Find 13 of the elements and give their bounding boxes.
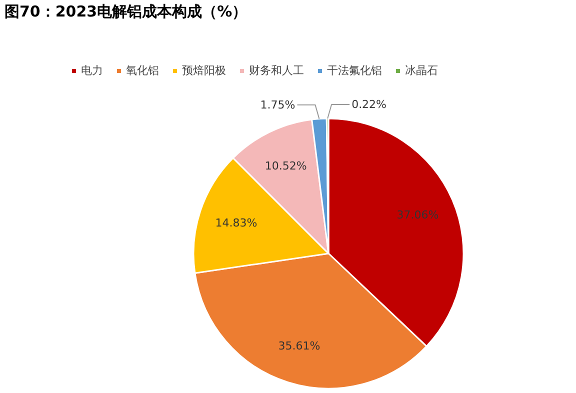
data-label: 10.52% [264,160,307,173]
data-label: 14.83% [215,216,258,230]
data-label: 1.75% [260,98,296,112]
data-label: 37.06% [396,208,439,222]
legend-label: 财务和人工 [249,63,304,78]
data-label: 0.22% [352,98,387,112]
legend-label: 冰晶石 [405,63,438,78]
legend-label: 电力 [81,63,103,78]
legend-label: 干法氟化铝 [327,63,382,78]
data-label: 35.61% [278,340,320,353]
legend-label: 氧化铝 [126,63,159,78]
chart-title: 图70：2023电解铝成本构成（%） [4,2,248,20]
legend-label: 预焙阳极 [182,63,226,78]
